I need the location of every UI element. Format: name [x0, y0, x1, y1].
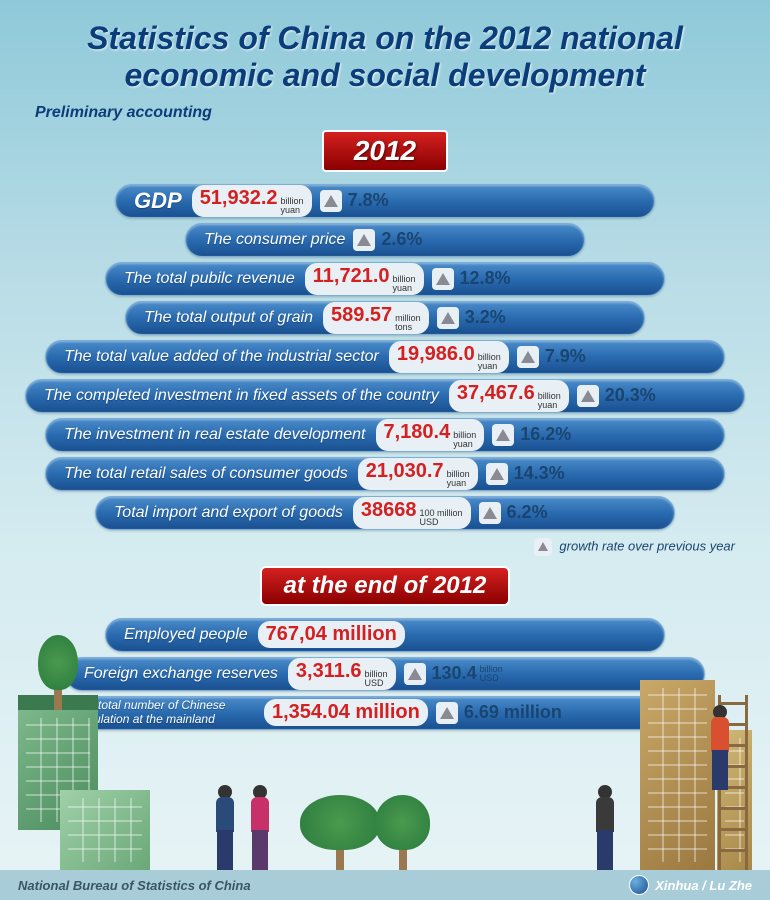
stat-unit: billionyuan	[478, 353, 501, 371]
stat-value: 21,030.7	[366, 460, 444, 483]
stat-growth: 16.2%	[520, 424, 571, 445]
stat-value: 7,180.4	[384, 421, 451, 444]
stat-label: The total retail sales of consumer goods	[64, 465, 348, 483]
stat-value-box: 37,467.6billionyuan	[449, 380, 569, 412]
stat-value-box: 3,311.6billionUSD	[288, 658, 396, 690]
main-title: Statistics of China on the 2012 national…	[0, 0, 770, 99]
stat-unit: billionyuan	[453, 431, 476, 449]
stat-value-box: 38668100 millionUSD	[353, 497, 471, 529]
stat-value-box: 21,030.7billionyuan	[358, 458, 478, 490]
stats-2012-list: GDP51,932.2billionyuan7.8%The consumer p…	[0, 184, 770, 530]
stat-label: The total output of grain	[144, 309, 313, 327]
arrow-up-icon	[404, 663, 426, 685]
year-badge: 2012	[322, 130, 448, 172]
stat-value-box: 1,354.04 million	[264, 699, 428, 726]
stat-row: Foreign exchange reserves3,311.6billionU…	[0, 657, 770, 691]
stat-row: The total retail sales of consumer goods…	[0, 457, 770, 491]
stat-unit: milliontons	[395, 314, 421, 332]
stat-value-box: 51,932.2billionyuan	[192, 185, 312, 217]
stat-growth: 6.69 million	[464, 702, 562, 723]
arrow-up-icon	[436, 702, 458, 724]
stat-label: Employed people	[124, 626, 248, 644]
stat-value-box: 11,721.0billionyuan	[305, 263, 424, 295]
arrow-up-icon	[479, 502, 501, 524]
stat-row: Employed people 767,04 million	[0, 618, 770, 652]
stat-growth: 3.2%	[465, 307, 506, 328]
stat-value-box: 7,180.4billionyuan	[376, 419, 485, 451]
stat-row: The completed investment in fixed assets…	[0, 379, 770, 413]
arrow-up-icon	[517, 346, 539, 368]
arrow-up-icon	[577, 385, 599, 407]
stat-value: 589.57	[331, 304, 392, 327]
end-2012-badge: at the end of 2012	[260, 566, 511, 606]
stat-label: GDP	[134, 188, 182, 214]
arrow-up-icon	[437, 307, 459, 329]
legend: growth rate over previous year	[0, 538, 770, 556]
globe-icon	[629, 875, 649, 895]
stat-value-box: 767,04 million	[258, 621, 405, 648]
stat-unit: billionyuan	[447, 470, 470, 488]
footer: National Bureau of Statistics of China X…	[0, 870, 770, 900]
stat-row: The investment in real estate developmen…	[0, 418, 770, 452]
stat-value: 767,04 million	[266, 623, 397, 646]
stat-label: Total import and export of goods	[114, 504, 343, 522]
title-line2: economic and social development	[124, 57, 645, 93]
stat-value: 1,354.04 million	[272, 701, 420, 724]
stat-label: The total pubilc revenue	[124, 270, 295, 288]
stat-value: 51,932.2	[200, 187, 278, 210]
stat-value: 19,986.0	[397, 343, 475, 366]
arrow-up-icon	[353, 229, 375, 251]
stat-value: 38668	[361, 499, 417, 522]
stat-growth: 6.2%	[507, 502, 548, 523]
stat-label: The consumer price	[204, 231, 345, 249]
stat-growth: 2.6%	[381, 229, 422, 250]
stat-row: GDP 51,932.2billionyuan 7.8%	[0, 184, 770, 218]
arrow-up-icon	[320, 190, 342, 212]
stat-label: The total value added of the industrial …	[64, 348, 379, 366]
stat-row: Total import and export of goods 38668100…	[0, 496, 770, 530]
stat-value: 3,311.6	[296, 660, 362, 683]
stat-value-box: 19,986.0billionyuan	[389, 341, 509, 373]
stat-row: The total number of Chinese population a…	[0, 696, 770, 730]
legend-text: growth rate over previous year	[559, 538, 735, 553]
arrow-up-icon	[486, 463, 508, 485]
footer-source: National Bureau of Statistics of China	[18, 878, 251, 893]
stat-label: The completed investment in fixed assets…	[44, 387, 439, 405]
stat-row: The total value added of the industrial …	[0, 340, 770, 374]
stat-row: The total pubilc revenue 11,721.0billiony…	[0, 262, 770, 296]
stats-end-list: Employed people 767,04 million Foreign exc…	[0, 618, 770, 730]
stat-unit: billionUSD	[365, 670, 388, 688]
stat-growth-unit: billionUSD	[480, 665, 503, 683]
stat-growth: 7.9%	[545, 346, 586, 367]
stat-value: 37,467.6	[457, 382, 535, 405]
stat-label: Foreign exchange reserves	[84, 665, 278, 683]
arrow-up-icon	[492, 424, 514, 446]
stat-row: The total output of grain 589.57millionto…	[0, 301, 770, 335]
subtitle: Preliminary accounting	[0, 104, 770, 122]
stat-row: The consumer price 2.6%	[0, 223, 770, 257]
stat-growth: 14.3%	[514, 463, 565, 484]
stat-growth: 7.8%	[348, 190, 389, 211]
title-line1: Statistics of China on the 2012 national	[87, 20, 683, 56]
stat-growth: 20.3%	[605, 385, 656, 406]
arrow-up-icon	[432, 268, 454, 290]
stat-unit: billionyuan	[393, 275, 416, 293]
stat-unit: billionyuan	[281, 197, 304, 215]
stat-value-box: 589.57milliontons	[323, 302, 429, 334]
footer-credit: Xinhua / Lu Zhe	[629, 875, 752, 895]
stat-label: The investment in real estate developmen…	[64, 426, 366, 444]
stat-growth: 12.8%	[460, 268, 511, 289]
stat-unit: 100 millionUSD	[420, 509, 463, 527]
stat-value: 11,721.0	[313, 265, 390, 288]
stat-label: The total number of Chinese population a…	[74, 699, 254, 725]
stat-growth: 130.4	[432, 663, 477, 684]
stat-unit: billionyuan	[538, 392, 561, 410]
arrow-up-icon	[534, 538, 552, 556]
